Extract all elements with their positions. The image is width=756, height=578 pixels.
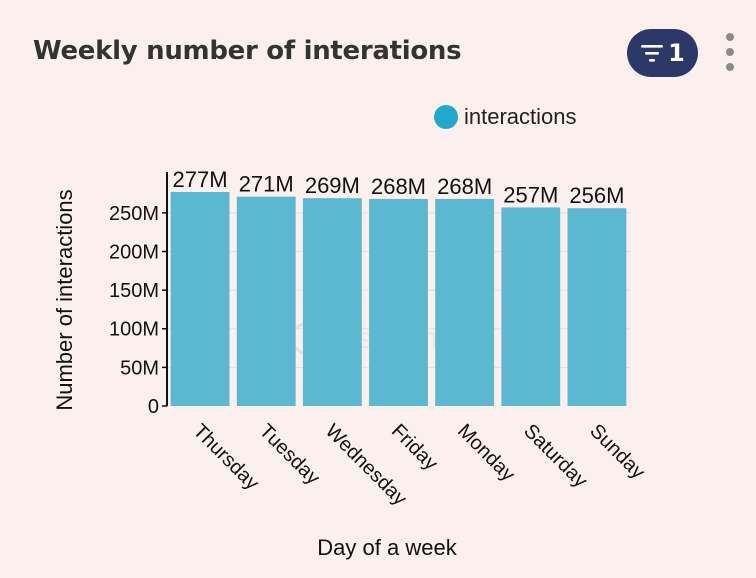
y-tick-label: 150M <box>109 280 159 302</box>
y-axis-title: Number of interactions <box>52 189 77 410</box>
x-tick-label: Sunday <box>585 420 649 484</box>
bar-data-label: 277M <box>173 167 228 192</box>
bar-wednesday[interactable] <box>302 198 362 406</box>
legend-label: interactions <box>464 104 577 129</box>
bar-tuesday[interactable] <box>236 196 296 406</box>
bar-data-label: 257M <box>503 182 558 207</box>
legend-marker-icon <box>434 105 458 129</box>
y-tick-label: 50M <box>120 357 159 379</box>
x-tick-label: Tuesday <box>255 420 324 489</box>
bar-data-label: 256M <box>569 183 624 208</box>
bar-data-label: 268M <box>437 174 492 199</box>
bar-data-label: 268M <box>371 174 426 199</box>
bar-thursday[interactable] <box>170 192 230 406</box>
data-labels: 277M 271M 269M 268M 268M 257M 256M <box>173 167 625 208</box>
y-tick-label: 250M <box>109 203 159 225</box>
y-tick-label: 0 <box>148 396 159 418</box>
filter-button[interactable]: 1 <box>627 29 698 77</box>
filter-count-badge: 1 <box>668 39 685 67</box>
filter-icon <box>641 45 664 62</box>
chart-title: Weekly number of interations <box>33 36 462 66</box>
legend[interactable]: interactions <box>434 104 577 130</box>
bar-data-label: 269M <box>305 173 360 198</box>
y-axis-ticks: 0 50M 100M 150M 200M 250M <box>109 203 167 418</box>
bar-monday[interactable] <box>435 198 495 406</box>
x-tick-label: Friday <box>387 420 442 475</box>
x-axis-title: Day of a week <box>317 535 457 560</box>
x-tick-label: Saturday <box>519 420 591 492</box>
more-options-icon[interactable] <box>720 33 740 71</box>
y-tick-label: 200M <box>109 241 159 263</box>
bars <box>170 192 627 406</box>
y-tick-label: 100M <box>109 319 159 341</box>
x-tick-label: Thursday <box>189 420 264 495</box>
bar-sunday[interactable] <box>567 208 627 406</box>
bar-saturday[interactable] <box>501 207 561 406</box>
x-tick-label: Monday <box>453 420 519 486</box>
bar-data-label: 271M <box>239 172 294 197</box>
bar-friday[interactable] <box>369 198 428 406</box>
